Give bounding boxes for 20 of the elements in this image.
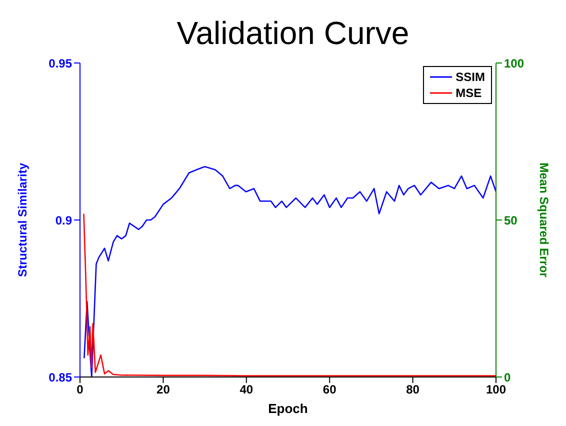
x-tick-label: 80 [406, 382, 420, 397]
y-tick-label: 0.95 [48, 56, 72, 70]
chart-title: Validation Curve [176, 14, 410, 53]
legend-label: SSIM [456, 69, 485, 85]
y2-axis-title: Mean Squared Error [536, 162, 551, 278]
x-tick-label: 40 [240, 382, 254, 397]
y2-tick-label: 0 [504, 370, 511, 384]
y-tick-label: 0.85 [48, 370, 72, 384]
x-tick-label: 0 [76, 382, 84, 397]
x-axis-title: Epoch [268, 401, 308, 416]
x-tick-label: 20 [156, 382, 170, 397]
y2-tick-label: 50 [504, 213, 518, 228]
legend-label: MSE [456, 85, 482, 101]
y-axis-title: Structural Similarity [15, 162, 30, 278]
x-tick-label: 100 [486, 382, 506, 397]
line-series [83, 213, 496, 376]
line-series [84, 166, 496, 377]
x-tick-label: 60 [322, 382, 337, 397]
y-tick-label: 0.9 [55, 213, 72, 228]
y2-tick-label: 100 [504, 56, 524, 70]
